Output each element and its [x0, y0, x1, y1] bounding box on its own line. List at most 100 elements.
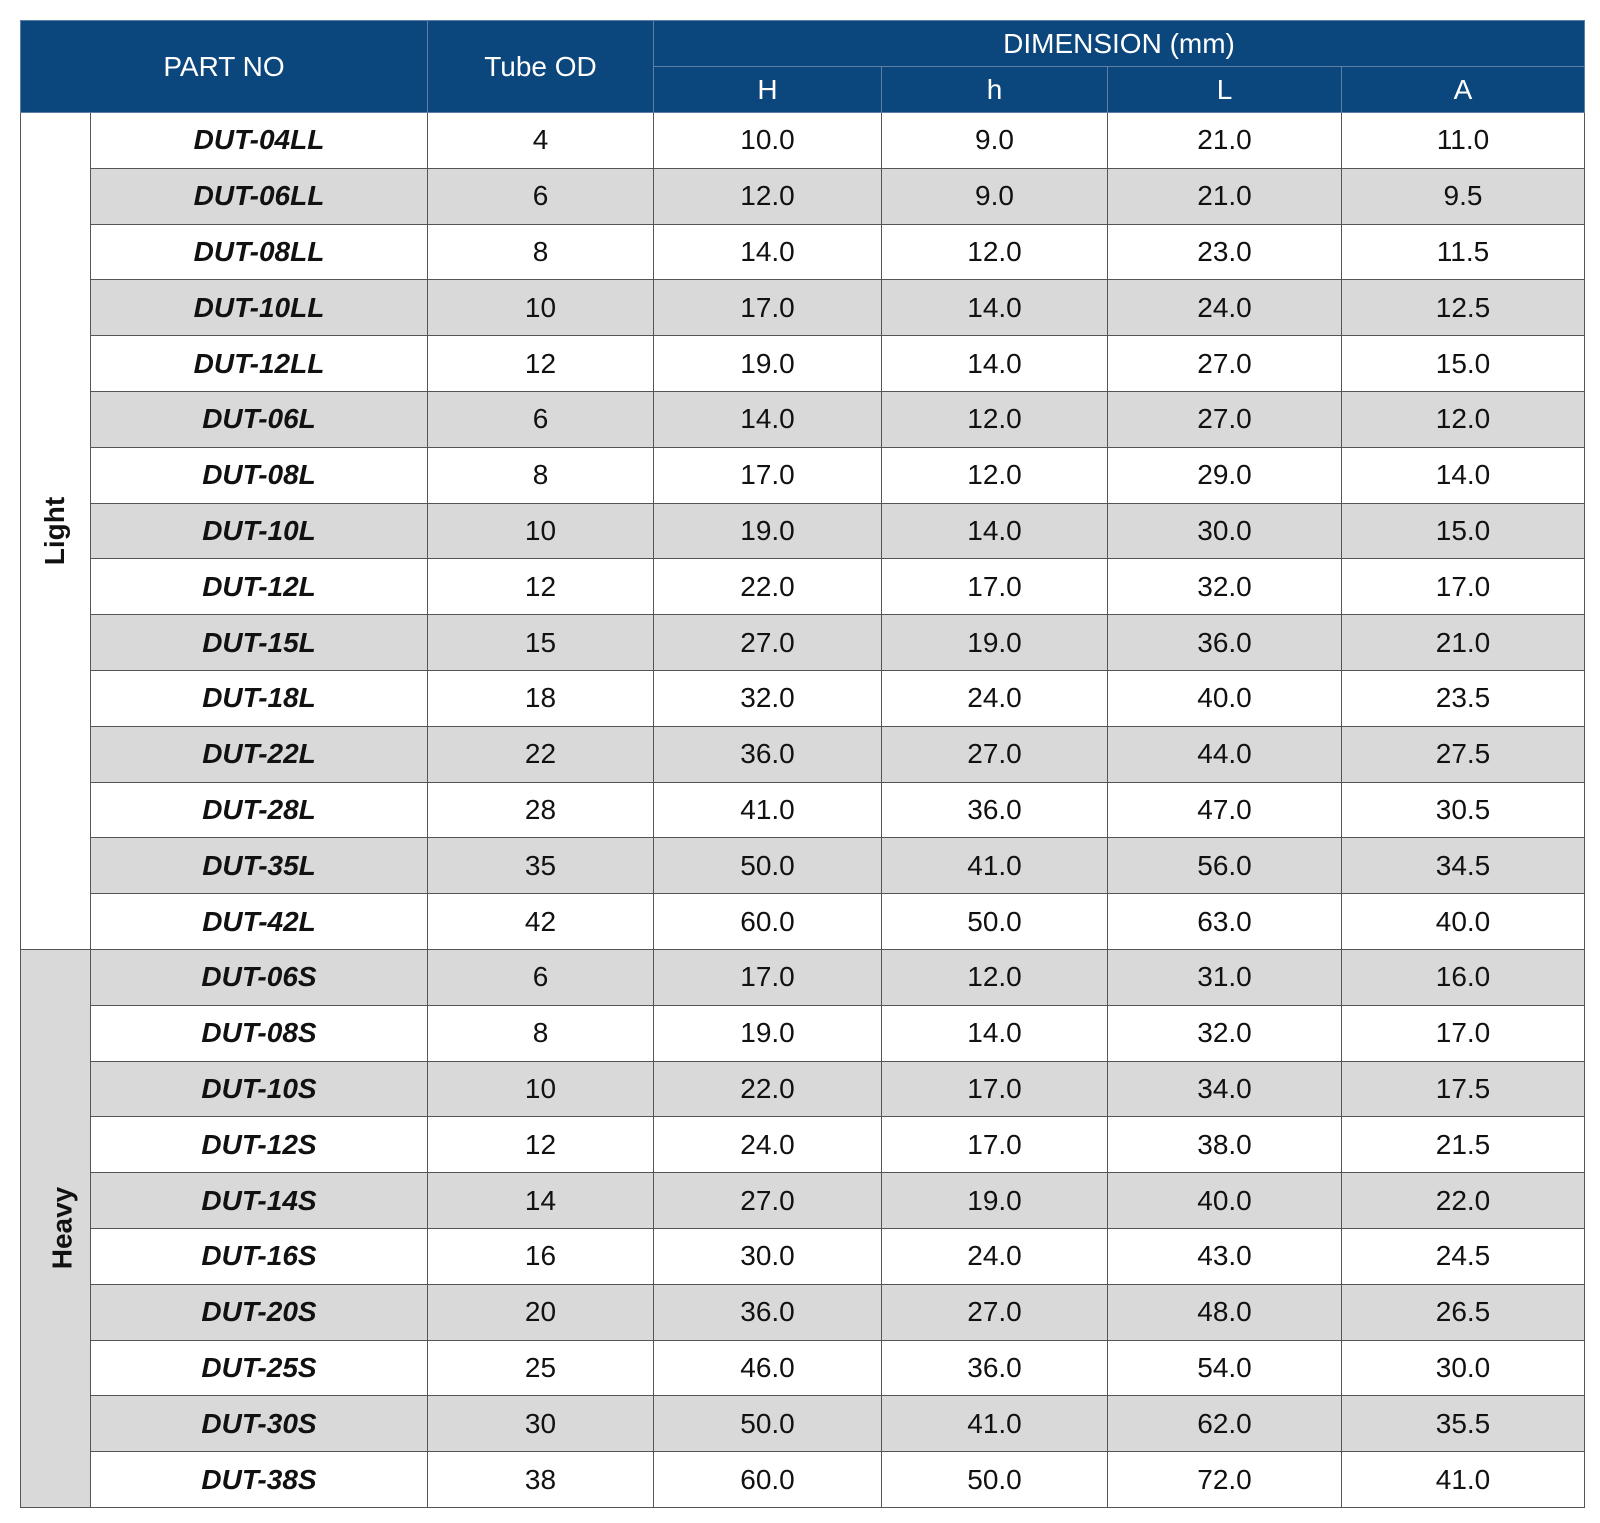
- cell-dim-A: 26.5: [1340, 1283, 1586, 1341]
- cell-part-no: DUT-08LL: [90, 223, 428, 281]
- cell-tube-od: 12: [427, 335, 654, 392]
- cell-dim-L: 30.0: [1107, 502, 1342, 560]
- cell-dim-H: 32.0: [653, 669, 882, 727]
- cell-dim-h: 14.0: [881, 335, 1108, 392]
- cell-dim-A: 17.0: [1340, 1004, 1586, 1062]
- header-dimension: DIMENSION (mm): [652, 20, 1586, 67]
- cell-dim-H: 27.0: [653, 614, 882, 671]
- cell-dim-h: 17.0: [881, 1116, 1108, 1174]
- cell-dim-H: 22.0: [653, 1060, 882, 1118]
- cell-dim-A: 16.0: [1340, 948, 1586, 1006]
- table-row: DUT-08L 8 17.0 12.0 29.0 14.0: [21, 446, 1586, 504]
- cell-dim-h: 50.0: [881, 1451, 1108, 1508]
- cell-dim-H: 17.0: [653, 279, 882, 337]
- dimension-table: PART NO Tube OD DIMENSION (mm) H h L A L…: [20, 20, 1586, 1508]
- cell-dim-L: 34.0: [1107, 1060, 1342, 1118]
- cell-part-no: DUT-16S: [90, 1227, 428, 1285]
- cell-dim-h: 14.0: [881, 1004, 1108, 1062]
- cell-dim-A: 24.5: [1340, 1227, 1586, 1285]
- cell-dim-L: 27.0: [1107, 335, 1342, 392]
- cell-dim-H: 19.0: [653, 335, 882, 392]
- cell-part-no: DUT-25S: [90, 1339, 428, 1397]
- table-row: DUT-14S 14 27.0 19.0 40.0 22.0: [21, 1172, 1586, 1229]
- table-row: DUT-42L 42 60.0 50.0 63.0 40.0: [21, 893, 1586, 950]
- cell-dim-A: 14.0: [1340, 446, 1586, 504]
- cell-tube-od: 12: [427, 1116, 654, 1174]
- cell-dim-H: 36.0: [653, 1283, 882, 1341]
- cell-dim-L: 62.0: [1107, 1395, 1342, 1453]
- cell-dim-A: 40.0: [1340, 893, 1586, 950]
- cell-tube-od: 10: [427, 1060, 654, 1118]
- table-row: DUT-38S 38 60.0 50.0 72.0 41.0: [21, 1451, 1586, 1508]
- cell-tube-od: 14: [427, 1172, 654, 1229]
- table-row: DUT-28L 28 41.0 36.0 47.0 30.5: [21, 781, 1586, 839]
- cell-dim-A: 17.5: [1340, 1060, 1586, 1118]
- cell-dim-L: 40.0: [1107, 1172, 1342, 1229]
- cell-part-no: DUT-12S: [90, 1116, 428, 1174]
- cell-tube-od: 15: [427, 614, 654, 671]
- cell-dim-A: 11.0: [1340, 112, 1586, 169]
- group-label-cell: Heavy: [20, 948, 91, 1508]
- cell-part-no: DUT-10L: [90, 502, 428, 560]
- group-label: Light: [39, 496, 71, 566]
- cell-tube-od: 10: [427, 502, 654, 560]
- cell-dim-H: 17.0: [653, 446, 882, 504]
- header-A: A: [1340, 66, 1586, 113]
- cell-part-no: DUT-10LL: [90, 279, 428, 337]
- header-part-no: PART NO: [20, 20, 428, 113]
- cell-tube-od: 38: [427, 1451, 654, 1508]
- cell-dim-H: 41.0: [653, 781, 882, 839]
- cell-tube-od: 20: [427, 1283, 654, 1341]
- cell-part-no: DUT-28L: [90, 781, 428, 839]
- cell-dim-L: 43.0: [1107, 1227, 1342, 1285]
- cell-dim-H: 30.0: [653, 1227, 882, 1285]
- cell-part-no: DUT-42L: [90, 893, 428, 950]
- cell-dim-A: 30.0: [1340, 1339, 1586, 1397]
- cell-part-no: DUT-18L: [90, 669, 428, 727]
- cell-dim-L: 48.0: [1107, 1283, 1342, 1341]
- cell-tube-od: 25: [427, 1339, 654, 1397]
- cell-dim-A: 12.5: [1340, 279, 1586, 337]
- cell-tube-od: 30: [427, 1395, 654, 1453]
- cell-dim-H: 22.0: [653, 558, 882, 616]
- cell-tube-od: 35: [427, 837, 654, 895]
- cell-part-no: DUT-15L: [90, 614, 428, 671]
- cell-dim-L: 36.0: [1107, 614, 1342, 671]
- cell-dim-h: 36.0: [881, 1339, 1108, 1397]
- cell-tube-od: 4: [427, 112, 654, 169]
- cell-dim-H: 14.0: [653, 223, 882, 281]
- header-L: L: [1107, 66, 1342, 113]
- cell-dim-A: 15.0: [1340, 335, 1586, 392]
- table-row: DUT-20S 20 36.0 27.0 48.0 26.5: [21, 1283, 1586, 1341]
- cell-dim-L: 32.0: [1107, 558, 1342, 616]
- cell-part-no: DUT-06S: [90, 948, 428, 1006]
- table-row: DUT-06LL 6 12.0 9.0 21.0 9.5: [21, 167, 1586, 225]
- cell-dim-h: 17.0: [881, 558, 1108, 616]
- cell-dim-H: 50.0: [653, 837, 882, 895]
- cell-dim-A: 17.0: [1340, 558, 1586, 616]
- cell-dim-A: 22.0: [1340, 1172, 1586, 1229]
- cell-dim-A: 12.0: [1340, 390, 1586, 448]
- cell-dim-h: 50.0: [881, 893, 1108, 950]
- cell-dim-L: 21.0: [1107, 167, 1342, 225]
- table-row: DUT-12LL 12 19.0 14.0 27.0 15.0: [21, 335, 1586, 392]
- cell-dim-h: 14.0: [881, 279, 1108, 337]
- table-row: DUT-10LL 10 17.0 14.0 24.0 12.5: [21, 279, 1586, 337]
- cell-dim-L: 31.0: [1107, 948, 1342, 1006]
- cell-tube-od: 6: [427, 948, 654, 1006]
- cell-tube-od: 8: [427, 446, 654, 504]
- cell-part-no: DUT-08S: [90, 1004, 428, 1062]
- cell-dim-H: 60.0: [653, 1451, 882, 1508]
- cell-part-no: DUT-38S: [90, 1451, 428, 1508]
- table-row: DUT-15L 15 27.0 19.0 36.0 21.0: [21, 614, 1586, 671]
- cell-dim-H: 19.0: [653, 1004, 882, 1062]
- table-row: DUT-22L 22 36.0 27.0 44.0 27.5: [21, 725, 1586, 783]
- cell-tube-od: 42: [427, 893, 654, 950]
- cell-dim-L: 29.0: [1107, 446, 1342, 504]
- cell-part-no: DUT-06L: [90, 390, 428, 448]
- table-row: DUT-30S 30 50.0 41.0 62.0 35.5: [21, 1395, 1586, 1453]
- cell-dim-A: 30.5: [1340, 781, 1586, 839]
- cell-dim-H: 24.0: [653, 1116, 882, 1174]
- cell-part-no: DUT-12L: [90, 558, 428, 616]
- cell-tube-od: 16: [427, 1227, 654, 1285]
